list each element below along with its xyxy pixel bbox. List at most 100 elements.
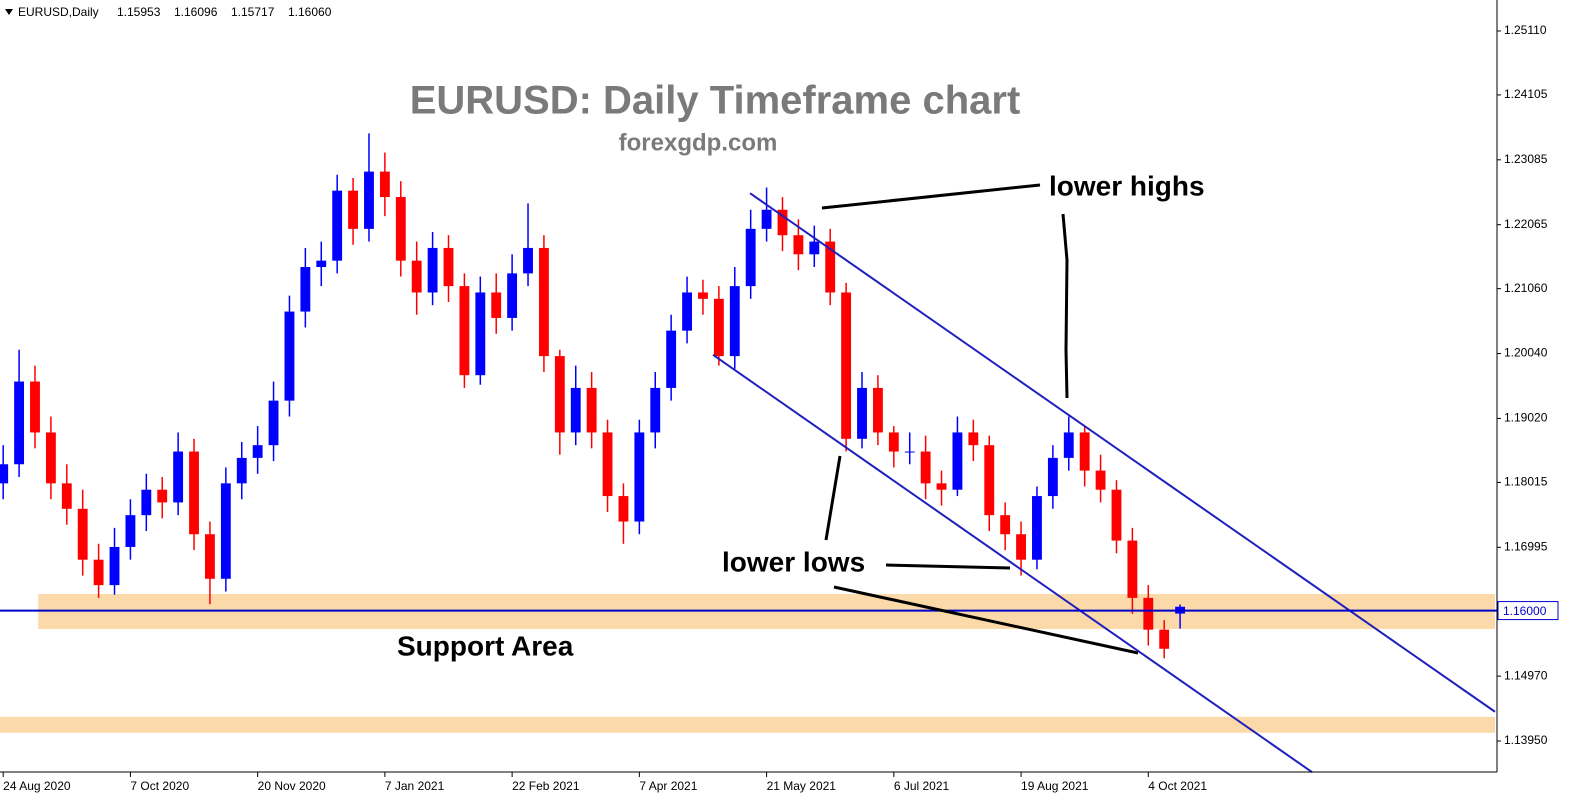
y-tick-label: 1.23085 — [1504, 152, 1548, 166]
candle-body — [745, 228, 756, 287]
candle-body — [952, 432, 963, 490]
candle-body — [61, 483, 72, 509]
candle-body — [30, 381, 40, 433]
candle-body — [554, 356, 565, 433]
x-tick-label: 7 Oct 2020 — [130, 779, 189, 793]
annotation: lower highs — [1049, 170, 1205, 201]
y-tick-label: 1.19020 — [1504, 411, 1548, 425]
candle-body — [459, 286, 470, 376]
candle-body — [364, 171, 374, 229]
candle-body — [1127, 540, 1138, 598]
candle-body — [570, 387, 581, 433]
ohlc-value: 1.15717 — [231, 5, 275, 19]
candle-body — [713, 298, 724, 357]
candle-body — [1047, 457, 1058, 497]
x-tick-label: 22 Feb 2021 — [512, 779, 580, 793]
x-tick-label: 7 Apr 2021 — [639, 779, 697, 793]
candle-body — [157, 489, 168, 503]
candle-body — [332, 190, 343, 261]
candle-body — [523, 247, 533, 274]
candle-body — [1063, 432, 1074, 458]
candle-body — [602, 432, 613, 497]
x-tick-label: 24 Aug 2020 — [3, 779, 71, 793]
y-tick-label: 1.16995 — [1504, 539, 1548, 553]
candle-body — [825, 241, 836, 293]
candle-body — [650, 387, 661, 433]
candle-body — [252, 445, 263, 458]
pointer-line — [824, 455, 842, 541]
candle-body — [872, 387, 883, 433]
candle-body — [634, 432, 645, 522]
candle-body — [45, 432, 56, 484]
y-tick-label: 1.21060 — [1504, 281, 1548, 295]
x-tick-label: 21 May 2021 — [767, 779, 837, 793]
candle-body — [300, 267, 311, 312]
y-tick-label: 1.14970 — [1504, 668, 1548, 682]
candle-body — [1032, 496, 1042, 560]
candle-body — [936, 483, 947, 490]
overlay — [0, 192, 1497, 774]
candle-body — [316, 260, 327, 268]
candle-body — [1016, 534, 1026, 560]
pointer-line — [885, 563, 1011, 570]
candle-body — [348, 190, 359, 229]
pointer-line — [833, 585, 1139, 655]
candle-body — [1079, 432, 1090, 471]
candle-body — [507, 273, 518, 318]
candle-body — [236, 457, 247, 484]
candle-body — [1000, 515, 1011, 535]
chart-title: EURUSD: Daily Timeframe chart — [410, 79, 1021, 123]
candle-body — [1143, 597, 1154, 630]
candle-body — [379, 171, 390, 198]
candle-body — [809, 241, 820, 255]
candle-body — [14, 381, 25, 465]
candle-body — [841, 292, 852, 439]
candle-body — [729, 286, 740, 357]
y-tick-label: 1.24105 — [1504, 87, 1548, 101]
candle-body — [1095, 470, 1106, 490]
candle-body — [761, 209, 772, 229]
candle-body — [125, 515, 136, 547]
candle-body — [173, 451, 184, 503]
y-tick-label: 1.20040 — [1504, 346, 1548, 360]
chart-subtitle: forexgdp.com — [619, 129, 778, 156]
candle-body — [77, 508, 88, 560]
pointer-line — [821, 183, 1041, 210]
candle-body — [443, 247, 454, 287]
candle-body — [1159, 629, 1170, 649]
candle-body — [1111, 489, 1122, 541]
candle-body — [586, 387, 597, 433]
y-tick-label: 1.18015 — [1504, 475, 1548, 489]
candle-body — [920, 451, 931, 484]
candle-body — [682, 292, 692, 331]
candle-body — [698, 292, 708, 299]
candle-body — [109, 546, 120, 586]
candle-body — [220, 483, 231, 579]
candle-body — [538, 247, 549, 357]
candle-body — [793, 235, 804, 255]
candle-body — [777, 209, 788, 236]
annotation: Support Area — [397, 630, 574, 661]
x-tick-label: 20 Nov 2020 — [258, 779, 326, 793]
candle-body — [618, 496, 629, 522]
y-tick-label: 1.22065 — [1504, 217, 1548, 231]
ohlc-value: 1.16060 — [288, 5, 332, 19]
annotation: lower lows — [722, 546, 865, 577]
channel-line — [749, 192, 1496, 713]
channel-line — [712, 354, 1313, 774]
candle-body — [904, 451, 915, 453]
candle-body — [284, 311, 295, 401]
x-tick-label: 7 Jan 2021 — [385, 779, 445, 793]
menu-arrow[interactable] — [5, 9, 13, 15]
candles — [0, 133, 1186, 659]
candle-body — [141, 489, 152, 516]
ohlc-info: 1.15953 1.16096 1.15717 1.16060 — [117, 5, 332, 19]
candle-body — [888, 432, 899, 452]
pointer-line — [1061, 213, 1069, 399]
ohlc-value: 1.15953 — [117, 5, 161, 19]
price-label: 1.16000 — [1503, 604, 1547, 618]
y-tick-label: 1.13950 — [1504, 733, 1548, 747]
candle-body — [857, 387, 867, 439]
